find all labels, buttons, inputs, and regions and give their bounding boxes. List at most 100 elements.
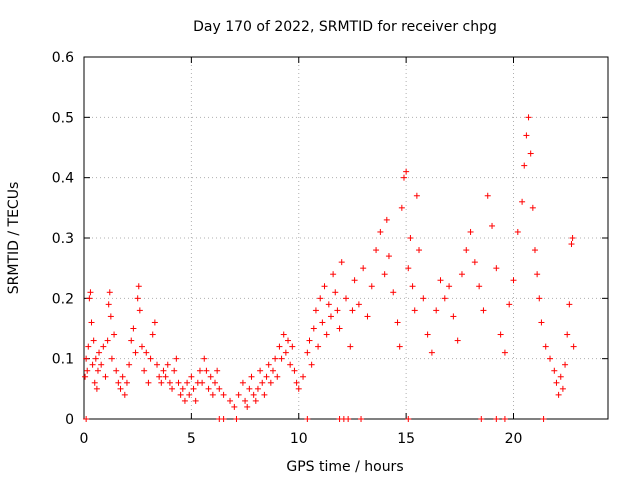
- data-point: [192, 397, 199, 404]
- data-point: [557, 373, 564, 380]
- y-tick-label: 0: [65, 412, 74, 428]
- data-point: [265, 361, 272, 368]
- data-point: [547, 355, 554, 362]
- data-point: [542, 343, 549, 350]
- data-point: [351, 277, 358, 284]
- data-point: [433, 307, 440, 314]
- data-point: [493, 265, 500, 272]
- data-point: [441, 295, 448, 302]
- data-point: [173, 355, 180, 362]
- data-point: [89, 361, 96, 368]
- data-point: [104, 337, 111, 344]
- data-point: [86, 295, 93, 302]
- data-point: [235, 391, 242, 398]
- data-point: [248, 373, 255, 380]
- data-point: [400, 174, 407, 181]
- data-point: [405, 416, 412, 422]
- data-point: [381, 271, 388, 278]
- data-point: [158, 379, 165, 386]
- data-point: [105, 301, 112, 308]
- data-point: [551, 367, 558, 374]
- data-point: [160, 367, 167, 374]
- data-point: [349, 307, 356, 314]
- data-point: [231, 403, 238, 410]
- data-point: [413, 192, 420, 199]
- data-point: [276, 343, 283, 350]
- data-point: [478, 416, 485, 422]
- data-point: [154, 361, 161, 368]
- data-point: [383, 216, 390, 223]
- data-point: [214, 367, 221, 374]
- data-point: [403, 168, 410, 175]
- data-point: [254, 385, 261, 392]
- data-point: [119, 373, 126, 380]
- data-point: [121, 391, 128, 398]
- data-point: [497, 331, 504, 338]
- data-point: [454, 337, 461, 344]
- data-point: [385, 253, 392, 260]
- x-tick-label: 20: [505, 431, 523, 447]
- data-point: [166, 379, 173, 386]
- data-point: [257, 367, 264, 374]
- data-point: [175, 379, 182, 386]
- data-point: [151, 319, 158, 326]
- data-point: [536, 295, 543, 302]
- data-point: [84, 367, 91, 374]
- data-point: [319, 319, 326, 326]
- data-point: [111, 331, 118, 338]
- data-point: [87, 289, 94, 296]
- y-tick-label: 0.4: [52, 171, 74, 187]
- data-point: [476, 283, 483, 290]
- data-point: [446, 283, 453, 290]
- data-point: [407, 235, 414, 241]
- data-point: [138, 343, 145, 350]
- data-point: [569, 235, 576, 241]
- data-point: [246, 385, 253, 392]
- data-point: [327, 313, 334, 320]
- data-point: [162, 373, 169, 380]
- data-point: [308, 361, 315, 368]
- data-point: [336, 325, 343, 332]
- data-point: [199, 379, 206, 386]
- data-point: [128, 337, 135, 344]
- data-point: [117, 385, 124, 392]
- data-point: [272, 355, 279, 362]
- data-point: [136, 307, 143, 314]
- data-point: [437, 277, 444, 284]
- data-point: [506, 301, 513, 308]
- data-point: [100, 343, 107, 350]
- data-point: [130, 325, 137, 332]
- data-point: [315, 343, 322, 350]
- data-point: [179, 385, 186, 392]
- data-point: [149, 331, 156, 338]
- data-point: [489, 222, 496, 229]
- data-point: [377, 228, 384, 235]
- data-point: [252, 397, 259, 404]
- data-point: [420, 295, 427, 302]
- data-point: [209, 391, 216, 398]
- data-point: [94, 367, 101, 374]
- data-point: [212, 379, 218, 386]
- data-point: [287, 361, 294, 368]
- data-point: [317, 295, 324, 302]
- data-point: [91, 379, 98, 386]
- data-point: [106, 289, 113, 296]
- data-point: [201, 355, 208, 362]
- data-point: [147, 355, 154, 362]
- data-point: [306, 337, 313, 344]
- data-point: [98, 361, 105, 368]
- data-point: [564, 331, 571, 338]
- data-point: [263, 373, 270, 380]
- data-point: [360, 265, 367, 272]
- data-point: [529, 204, 536, 211]
- data-point: [304, 416, 311, 422]
- data-point: [480, 307, 487, 314]
- data-point: [259, 379, 266, 386]
- tick-labels: 0 5 10 15 20 0 0.1 0.2 0.3 0.4 0.5 0.6: [52, 50, 523, 447]
- data-point: [394, 319, 401, 326]
- data-point: [405, 265, 412, 272]
- x-tick-label: 0: [80, 431, 89, 447]
- data-point: [196, 367, 203, 374]
- data-point: [169, 385, 176, 392]
